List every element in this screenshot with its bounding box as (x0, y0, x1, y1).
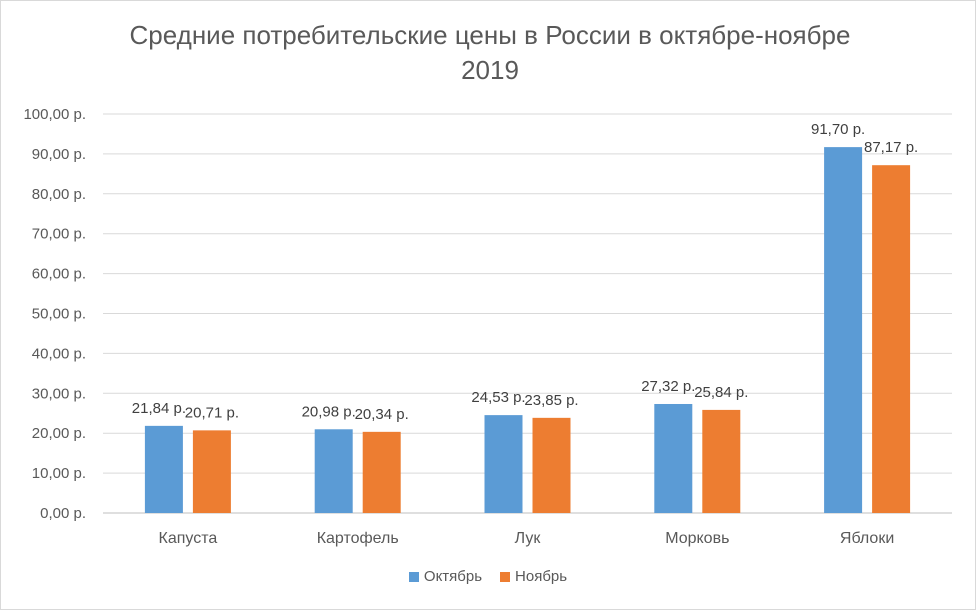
bar-november (192, 430, 231, 513)
bar-november (362, 431, 401, 513)
legend-label-october: Октябрь (423, 568, 483, 585)
y-tick-label: 20,00 р. (32, 425, 86, 442)
x-category-label: Яблоки (840, 530, 894, 547)
y-tick-label: 80,00 р. (32, 186, 86, 203)
bar-november (532, 417, 571, 513)
y-tick-label: 40,00 р. (32, 345, 86, 362)
chart-title: Средние потребительские цены в России в … (129, 20, 851, 85)
bar-november (872, 165, 911, 513)
data-label: 27,32 р. (641, 378, 695, 395)
bar-october (314, 429, 353, 513)
legend-item-october: Октябрь (408, 568, 483, 585)
data-label: 25,84 р. (694, 384, 748, 401)
y-tick-label: 50,00 р. (32, 306, 86, 323)
bar-october (144, 425, 183, 513)
data-label: 24,53 р. (471, 389, 525, 406)
legend-label-november: Ноябрь (515, 568, 568, 585)
y-tick-label: 100,00 р. (23, 106, 86, 123)
x-category-label: Капуста (159, 530, 218, 547)
legend-item-november: Ноябрь (500, 568, 567, 585)
y-tick-label: 10,00 р. (32, 465, 86, 482)
x-category-label: Морковь (665, 530, 729, 547)
data-label: 21,84 р. (132, 400, 186, 417)
bar-november (702, 409, 741, 513)
legend-swatch-october (408, 571, 419, 582)
bar-october (484, 415, 523, 513)
x-category-label: Лук (515, 530, 542, 547)
y-tick-label: 90,00 р. (32, 146, 86, 163)
legend-swatch-november (500, 571, 511, 582)
data-label: 23,85 р. (524, 392, 578, 409)
chart-plot-area: 0,00 р. 10,00 р. 20,00 р. 30,00 р. 40,00 р. 5… (23, 106, 952, 547)
x-category-label: Картофель (317, 530, 399, 547)
data-label: 20,98 р. (302, 403, 356, 420)
data-label: 91,70 р. (811, 121, 865, 138)
bar-october (654, 403, 693, 513)
y-tick-label: 70,00 р. (32, 226, 86, 243)
data-label: 87,17 р. (864, 139, 918, 156)
y-tick-label: 0,00 р. (40, 505, 86, 522)
chart-legend: Октябрь Ноябрь (0, 568, 976, 585)
y-tick-label: 60,00 р. (32, 266, 86, 283)
data-label: 20,71 р. (185, 404, 239, 421)
y-tick-label: 30,00 р. (32, 385, 86, 402)
data-label: 20,34 р. (355, 406, 409, 423)
bar-october (824, 147, 863, 513)
